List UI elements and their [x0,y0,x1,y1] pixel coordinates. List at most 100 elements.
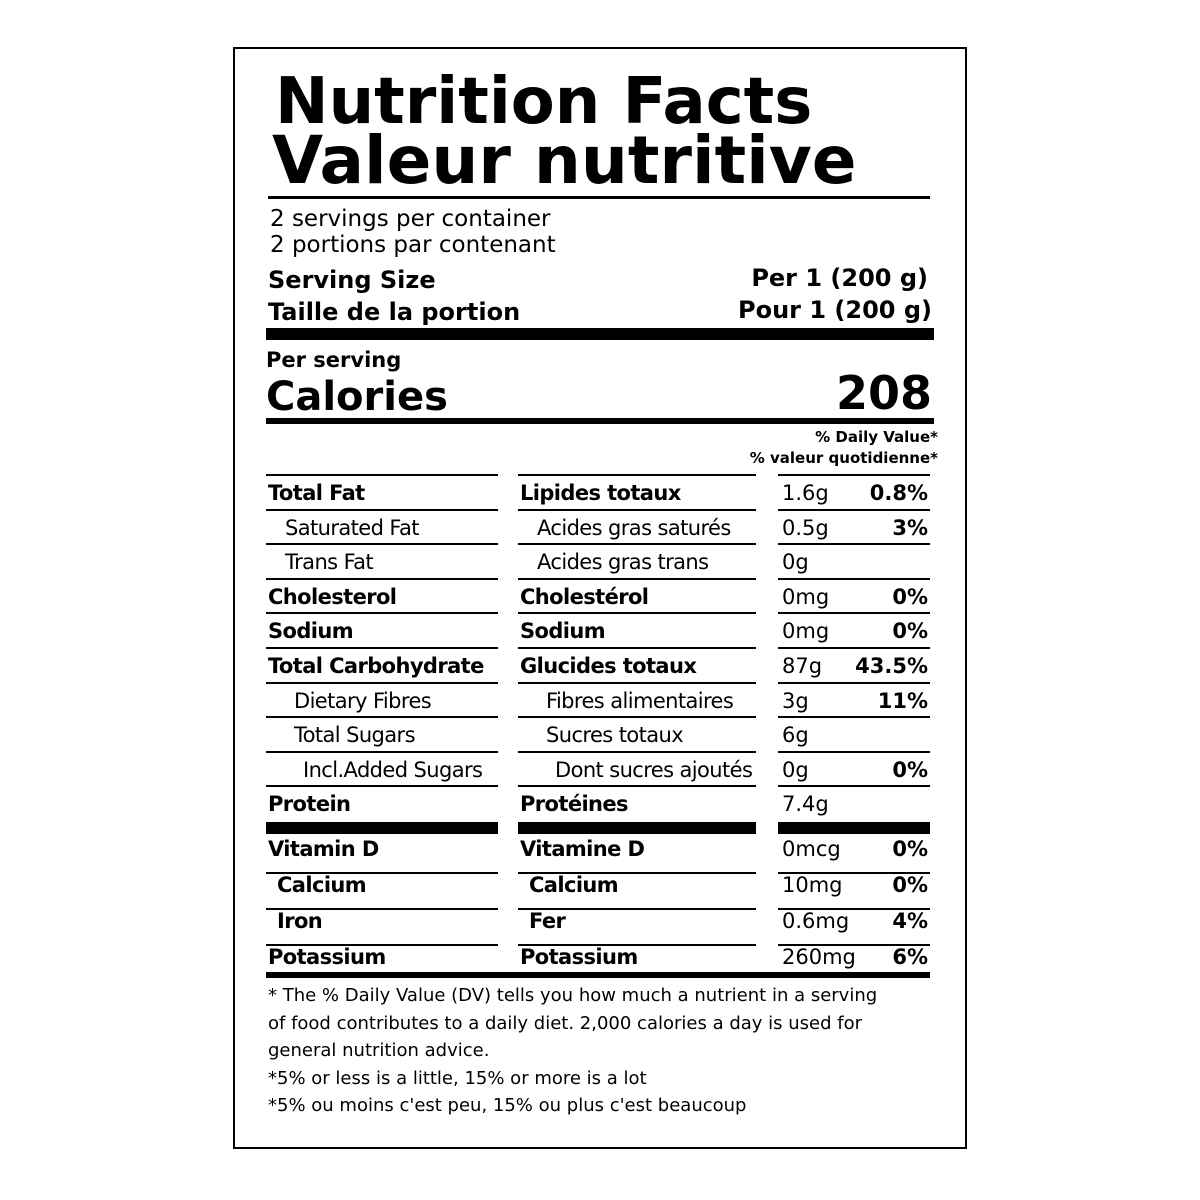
daily-value: 3% [892,515,928,540]
amount: 0g [782,550,809,575]
nutrient-fr: Sucres totaux [546,723,684,748]
nutrient-en: Protein [268,792,351,817]
nutrient-en: Saturated Fat [285,515,419,540]
daily-value: 0% [892,584,928,609]
amount: 0.6mg [782,909,850,933]
thick-rule [518,822,756,834]
nutrient-fr: Cholestérol [520,584,649,609]
nutrient-en: Cholesterol [268,584,397,609]
row-rule [266,474,498,476]
nutrient-en: Iron [277,909,323,933]
row-rule [518,908,756,910]
row-rule [518,681,756,684]
nutrient-en: Potassium [268,945,386,969]
row-rule [518,543,756,546]
thick-rule [266,822,498,834]
nutrient-en: Trans Fat [285,550,374,575]
row-rule [778,508,930,511]
row-rule [518,944,756,946]
daily-value: 11% [877,688,928,713]
thick-rule [778,822,930,834]
row-rule [518,750,756,753]
row-rule [778,612,930,615]
nutrient-fr: Fibres alimentaires [546,688,734,713]
daily-value: 0% [892,873,928,897]
row-rule [778,908,930,910]
daily-value: 4% [892,909,928,933]
row-rule [778,543,930,546]
row-rule [518,872,756,874]
nutrient-fr: Potassium [520,945,638,969]
row-rule [778,577,930,580]
nutrient-fr: Acides gras saturés [537,515,731,540]
rule [266,972,930,978]
amount: 0mg [782,619,830,644]
row-rule [266,944,498,946]
row-rule [518,577,756,580]
amount: 10mg [782,873,843,897]
nutrient-fr: Lipides totaux [520,481,681,505]
row-rule [778,474,930,476]
row-rule [266,543,498,546]
row-rule [778,872,930,874]
row-rule [266,508,498,511]
rule [266,418,934,424]
row-rule [518,647,756,649]
footnote-line: *5% or less is a little, 15% or more is … [268,1067,647,1089]
nutrient-en: Total Sugars [294,723,416,748]
servings-en: 2 servings per container [270,206,551,232]
daily-value: 0% [892,619,928,644]
title-fr: Valeur nutritive [272,122,857,199]
amount: 87g [782,654,823,678]
daily-value: 0.8% [869,481,928,505]
nutrient-en: Total Carbohydrate [268,654,484,678]
footnote-line: *5% ou moins c'est peu, 15% ou plus c'es… [268,1095,747,1116]
dv-header-fr: % valeur quotidienne* [749,449,938,467]
thick-rule [266,328,934,340]
daily-value: 0% [892,757,928,782]
nutrient-en: Calcium [277,873,367,897]
amount: 0g [782,757,809,782]
nutrient-fr: Protéines [520,792,629,817]
daily-value: 43.5% [855,654,928,678]
daily-value: 0% [892,837,928,861]
row-rule [266,612,498,615]
row-rule [518,785,756,788]
row-rule [266,872,498,874]
per-serving: Per serving [266,348,402,372]
row-rule [518,508,756,511]
serving-size-value-fr: Pour 1 (200 g) [738,296,932,324]
row-rule [266,681,498,684]
row-rule [778,944,930,946]
nutrient-fr: Calcium [529,873,619,897]
amount: 260mg [782,945,856,969]
row-rule [518,716,756,719]
nutrient-fr: Vitamine D [520,837,645,861]
nutrient-fr: Acides gras trans [537,550,709,575]
footnote-line: of food contributes to a daily diet. 2,0… [268,1012,863,1034]
serving-size-value-en: Per 1 (200 g) [751,264,928,292]
row-rule [266,785,498,788]
nutrient-en: Sodium [268,619,354,644]
footnote-line: general nutrition advice. [268,1040,490,1061]
row-rule [778,750,930,753]
amount: 7.4g [782,792,829,817]
servings-fr: 2 portions par contenant [270,232,556,258]
nutrient-en: Vitamin D [268,837,379,861]
row-rule [266,647,498,649]
nutrient-fr: Dont sucres ajoutés [555,757,753,782]
rule [268,196,930,199]
amount: 6g [782,723,809,748]
nutrient-fr: Fer [529,909,566,933]
serving-size-fr: Taille de la portion [268,298,521,326]
nutrient-en: Total Fat [268,481,365,505]
row-rule [778,681,930,684]
amount: 0.5g [782,515,829,540]
amount: 0mcg [782,837,841,861]
amount: 3g [782,688,809,713]
row-rule [778,647,930,649]
footnote-line: * The % Daily Value (DV) tells you how m… [268,985,878,1006]
nutrient-en: Incl.Added Sugars [303,757,483,782]
nutrient-fr: Sodium [520,619,606,644]
